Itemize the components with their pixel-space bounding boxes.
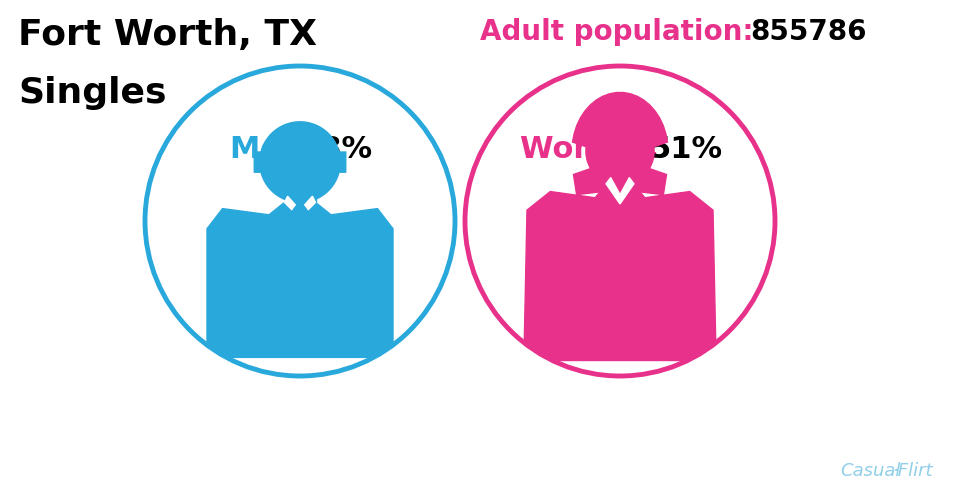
Text: 51%: 51% bbox=[650, 135, 723, 164]
FancyBboxPatch shape bbox=[335, 153, 346, 173]
Circle shape bbox=[260, 123, 340, 203]
Text: Women:: Women: bbox=[520, 135, 670, 164]
Text: Adult population:: Adult population: bbox=[480, 18, 763, 46]
Polygon shape bbox=[606, 184, 634, 207]
Polygon shape bbox=[572, 93, 667, 195]
Text: 855786: 855786 bbox=[750, 18, 867, 46]
FancyBboxPatch shape bbox=[254, 153, 265, 173]
Polygon shape bbox=[207, 203, 393, 358]
Text: Singles: Singles bbox=[18, 76, 166, 110]
Polygon shape bbox=[606, 178, 634, 204]
Text: Casual: Casual bbox=[840, 461, 900, 479]
Polygon shape bbox=[524, 184, 716, 361]
Polygon shape bbox=[286, 201, 314, 276]
Text: Fort Worth, TX: Fort Worth, TX bbox=[18, 18, 317, 52]
Circle shape bbox=[586, 118, 654, 186]
Polygon shape bbox=[284, 197, 316, 218]
Text: ·Flirt: ·Flirt bbox=[893, 461, 933, 479]
Text: 48%: 48% bbox=[300, 135, 373, 164]
Polygon shape bbox=[284, 200, 316, 221]
Text: Men:: Men: bbox=[230, 135, 325, 164]
